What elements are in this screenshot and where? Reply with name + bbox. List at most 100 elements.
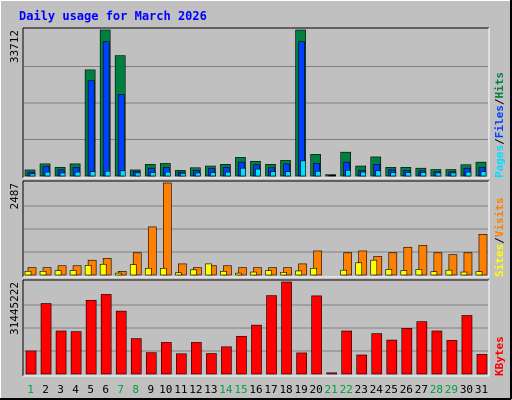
bars-visits — [24, 182, 488, 276]
bar-sites — [205, 263, 212, 276]
x-tick-label: 31 — [475, 383, 488, 396]
bar-sites — [99, 263, 107, 276]
bar-sites — [445, 269, 453, 276]
bar-kbytes — [40, 303, 52, 375]
bar-sites — [475, 271, 483, 276]
x-tick-label: 13 — [204, 383, 217, 396]
bar-kbytes — [206, 353, 217, 375]
bar-sites — [144, 268, 152, 276]
bar-kbytes — [85, 299, 97, 375]
x-axis-labels: 1 2 3 4 5 6 7 8 9 10 11 12 13 14 15 16 17 18 19 20 21 22 23 24 2… — [27, 383, 488, 396]
bar-kbytes — [100, 294, 112, 375]
x-tick-label: 7 — [117, 383, 124, 396]
y-max-label: 33712 — [8, 30, 21, 63]
bars-hits — [24, 29, 487, 177]
bar-sites — [385, 269, 393, 276]
x-tick-label: 30 — [460, 383, 473, 396]
bar-pages — [360, 171, 367, 177]
bar-pages — [375, 170, 382, 177]
legend-entry: Hits — [493, 72, 506, 99]
bar-kbytes — [431, 330, 443, 375]
bar-visits — [253, 267, 262, 276]
bar-sites — [430, 271, 438, 276]
bar-kbytes — [236, 335, 247, 375]
bar-sites — [280, 272, 287, 276]
bar-kbytes — [401, 328, 413, 375]
bar-kbytes — [251, 324, 262, 375]
legend-entry: / — [493, 237, 506, 244]
bar-kbytes — [446, 340, 458, 375]
bar-pages — [240, 167, 246, 177]
bar-pages — [465, 171, 472, 177]
bar-pages — [89, 171, 96, 177]
bar-pages — [180, 173, 186, 177]
x-tick-label: 12 — [189, 383, 202, 396]
bar-sites — [265, 270, 272, 276]
bar-pages — [405, 172, 412, 177]
legend-entry: / — [493, 138, 506, 145]
bar-pages — [450, 172, 457, 177]
bar-kbytes — [296, 352, 307, 375]
x-tick-label: 24 — [370, 383, 384, 396]
x-tick-label: 23 — [355, 383, 368, 396]
x-tick-label: 21 — [325, 383, 338, 396]
bar-sites — [190, 269, 197, 276]
x-tick-label: 11 — [174, 383, 187, 396]
legend-kbytes: KBytes — [493, 336, 506, 376]
bar-sites — [220, 271, 227, 276]
bar-kbytes — [476, 354, 488, 375]
chart-panels: 33712Pages/Files/Hits2487Sites/Visits314… — [8, 27, 506, 377]
bar-sites — [114, 272, 122, 276]
x-tick-label: 16 — [249, 383, 262, 396]
bar-pages — [300, 160, 306, 177]
legend-entry: / — [493, 98, 506, 105]
bar-kbytes — [341, 330, 353, 375]
bar-pages — [225, 171, 231, 177]
panel-visits: 2487 Sites/Visits — [8, 180, 506, 278]
bar-visits — [147, 226, 157, 276]
x-tick-label: 22 — [340, 383, 353, 396]
bar-sites — [340, 269, 348, 276]
x-tick-label: 9 — [147, 383, 154, 396]
bar-kbytes — [386, 339, 398, 375]
bar-visits — [298, 263, 307, 276]
panel-kbytes: 31445222 KBytes — [8, 279, 506, 377]
bar-files — [102, 41, 110, 177]
bar-sites — [39, 271, 47, 276]
bar-files — [87, 80, 95, 177]
x-tick-label: 27 — [415, 383, 428, 396]
bar-visits — [418, 245, 428, 276]
bar-pages — [345, 170, 352, 177]
x-tick-label: 19 — [294, 383, 307, 396]
y-max-label: 31445222 — [8, 282, 21, 335]
legend-hits: Pages/Files/Hits — [493, 72, 506, 178]
bar-kbytes — [281, 281, 292, 375]
bar-pages — [29, 173, 36, 177]
bar-sites — [370, 259, 378, 276]
bar-sites — [355, 262, 363, 276]
x-tick-label: 8 — [132, 383, 139, 396]
chart-title: Daily usage for March 2026 — [19, 9, 207, 23]
bar-visits — [223, 265, 232, 276]
bar-files — [298, 41, 305, 177]
bar-visits — [313, 250, 322, 276]
bar-sites — [129, 264, 137, 276]
bar-sites — [69, 270, 77, 276]
y-max-label: 2487 — [8, 183, 21, 210]
bar-visits — [403, 246, 413, 276]
bar-sites — [175, 272, 182, 276]
bar-files — [117, 94, 125, 177]
bar-visits — [132, 252, 142, 276]
bar-kbytes — [55, 330, 67, 375]
bar-visits — [433, 252, 443, 276]
legend-entry: Files — [493, 105, 506, 138]
bar-kbytes — [25, 350, 37, 375]
bar-pages — [59, 172, 66, 177]
bar-visits — [343, 252, 353, 276]
x-tick-label: 14 — [219, 383, 233, 396]
bar-sites — [415, 269, 423, 276]
bar-sites — [235, 272, 242, 276]
bar-kbytes — [461, 315, 473, 375]
bar-pages — [315, 170, 321, 177]
x-tick-label: 25 — [385, 383, 398, 396]
